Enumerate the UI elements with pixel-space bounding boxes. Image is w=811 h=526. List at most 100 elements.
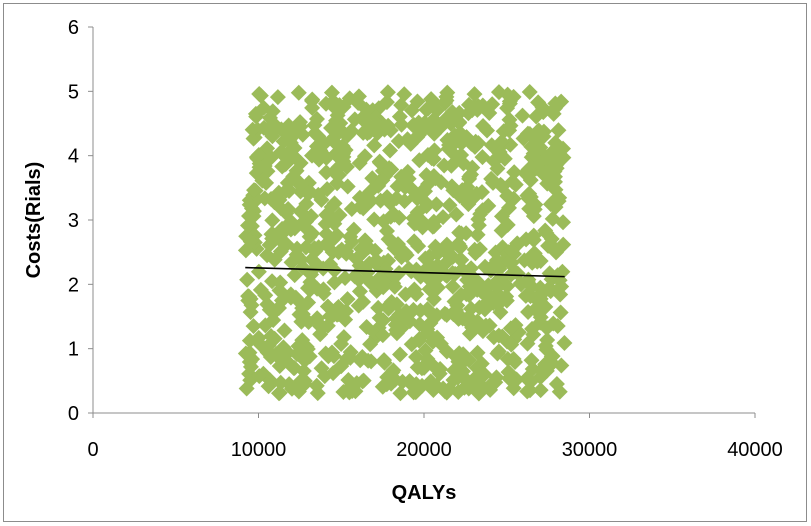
scatter-point xyxy=(521,185,538,202)
scatter-point xyxy=(397,286,414,303)
scatter-point xyxy=(309,280,326,297)
scatter-point xyxy=(238,380,255,397)
scatter-point xyxy=(300,294,317,311)
scatter-point xyxy=(514,107,531,124)
scatter-point xyxy=(552,304,569,321)
scatter-point xyxy=(478,284,495,301)
scatter-point xyxy=(553,357,570,374)
scatter-point xyxy=(250,263,267,280)
scatter-point xyxy=(555,214,572,231)
scatter-point xyxy=(376,354,393,371)
scatter-point xyxy=(286,267,303,284)
scatter-point xyxy=(357,232,374,249)
x-axis-title: QALYs xyxy=(392,482,457,504)
scatter-point xyxy=(297,219,314,236)
scatter-point xyxy=(399,163,416,180)
scatter-point xyxy=(264,273,281,290)
scatter-point xyxy=(466,86,483,103)
scatter-point xyxy=(355,293,372,310)
scatter-point xyxy=(304,99,321,116)
scatter-point xyxy=(257,317,274,334)
scatter-point xyxy=(471,241,488,258)
scatter-point xyxy=(252,87,269,104)
scatter-point xyxy=(308,138,325,155)
scatter-point xyxy=(392,346,409,363)
scatter-point xyxy=(464,319,481,336)
trendline xyxy=(245,266,565,278)
scatter-point xyxy=(359,270,376,287)
scatter-point xyxy=(463,300,480,317)
scatter-point xyxy=(306,117,323,134)
scatter-point xyxy=(243,297,260,314)
ticks-layer: 0 1 2 3 4 5 6 0 10000 20000 30000 40000 xyxy=(68,17,783,461)
scatter-point xyxy=(263,125,280,142)
scatter-point xyxy=(355,200,372,217)
scatter-point xyxy=(259,296,276,313)
scatter-point xyxy=(444,248,461,265)
scatter-point xyxy=(382,142,399,159)
scatter-point xyxy=(281,183,298,200)
scatter-point xyxy=(250,146,267,163)
x-tick-label: 0 xyxy=(87,439,98,461)
scatter-point xyxy=(303,251,320,268)
scatter-point xyxy=(260,337,277,354)
scatter-point xyxy=(550,122,567,139)
scatter-point xyxy=(280,354,297,371)
scatter-point xyxy=(534,99,551,116)
scatter-point xyxy=(516,252,533,269)
scatter-point xyxy=(375,312,392,329)
scatter-point xyxy=(296,352,313,369)
scatter-point xyxy=(241,208,258,225)
scatter-point xyxy=(438,307,455,324)
scatter-point xyxy=(532,382,549,399)
scatter-point xyxy=(540,237,557,254)
scatter-point xyxy=(525,326,542,343)
scatter-point xyxy=(302,184,319,201)
scatter-point xyxy=(292,203,309,220)
scatter-point xyxy=(556,334,573,351)
scatter-point xyxy=(264,212,281,229)
scatter-point xyxy=(251,368,268,385)
scatter-point xyxy=(333,241,350,258)
scatter-point xyxy=(425,168,442,185)
scatter-point xyxy=(388,296,405,313)
scatter-point xyxy=(286,220,303,237)
scatter-point xyxy=(453,146,470,163)
scatter-point xyxy=(523,352,540,369)
scatter-point xyxy=(539,332,556,349)
scatter-point xyxy=(368,252,385,269)
scatter-point xyxy=(374,327,391,344)
scatter-point xyxy=(416,193,433,210)
scatter-point xyxy=(239,217,256,234)
scatter-point xyxy=(242,233,259,250)
scatter-point xyxy=(485,295,502,312)
scatter-point xyxy=(437,94,454,111)
scatter-point xyxy=(371,154,388,171)
scatter-point xyxy=(475,118,492,135)
scatter-point xyxy=(259,247,276,264)
scatter-point xyxy=(435,209,452,226)
scatter-point xyxy=(366,137,383,154)
scatter-point xyxy=(469,226,486,243)
scatter-point xyxy=(417,183,434,200)
scatter-point xyxy=(452,239,469,256)
scatter-point xyxy=(469,101,486,118)
scatter-point xyxy=(246,182,263,199)
scatter-point xyxy=(330,306,347,323)
scatter-point xyxy=(370,177,387,194)
scatter-point xyxy=(345,221,362,238)
scatter-point xyxy=(539,165,556,182)
scatter-point xyxy=(555,236,572,253)
scatter-point xyxy=(263,190,280,207)
scatter-point xyxy=(517,287,534,304)
scatter-point xyxy=(429,279,446,296)
scatter-point xyxy=(384,233,401,250)
scatter-point xyxy=(343,201,360,218)
scatter-point xyxy=(446,127,463,144)
scatter-point xyxy=(464,159,481,176)
scatter-point xyxy=(269,348,286,365)
scatter-point xyxy=(309,385,326,402)
y-tick-label: 5 xyxy=(68,81,79,103)
scatter-point xyxy=(490,343,507,360)
